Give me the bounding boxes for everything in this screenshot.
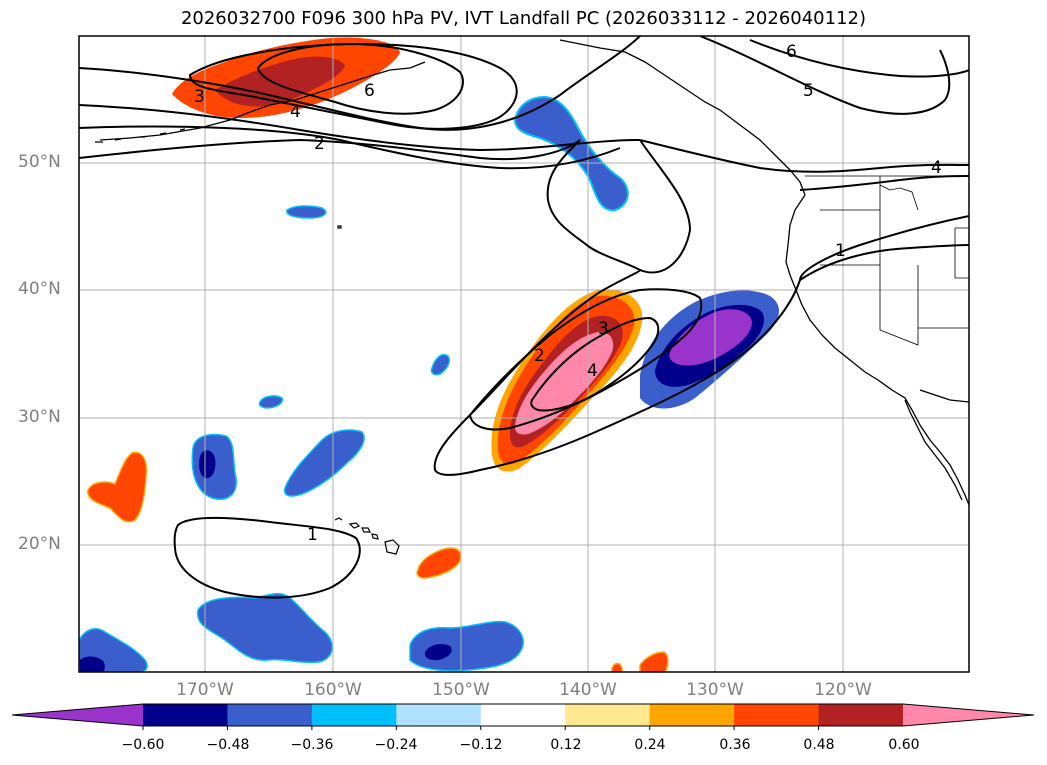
coastline-alaska-panhandle bbox=[559, 39, 806, 196]
colorbar-segment bbox=[480, 704, 566, 726]
colorbar-segment bbox=[734, 704, 820, 726]
lon-label-150w: 150°W bbox=[432, 680, 490, 700]
colorbar-tick: −0.60 bbox=[121, 737, 165, 753]
contour-label: 4 bbox=[587, 361, 598, 381]
contour-label: 6 bbox=[364, 81, 375, 101]
colorbar bbox=[11, 703, 1035, 730]
gridlines bbox=[79, 36, 969, 672]
map-area: 3 4 6 2 6 5 4 1 2 3 4 1 bbox=[79, 36, 969, 672]
ivt-contours bbox=[79, 36, 969, 599]
colorbar-segment bbox=[396, 704, 482, 726]
positive-region-central-core bbox=[514, 331, 614, 435]
pv-anomaly-fills bbox=[79, 37, 780, 672]
negative-region-central-core bbox=[669, 309, 752, 366]
negative-blob-7-core bbox=[424, 644, 452, 661]
contour-east-5 bbox=[799, 175, 969, 191]
negative-blob-4-core bbox=[199, 450, 216, 479]
colorbar-tick: 0.12 bbox=[550, 737, 582, 753]
colorbar-segment bbox=[143, 704, 228, 726]
contour-labels: 3 4 6 2 6 5 4 1 2 3 4 1 bbox=[194, 42, 942, 545]
contour-center-loop bbox=[433, 139, 969, 476]
contour-label: 1 bbox=[307, 525, 318, 545]
colorbar-tick: −0.12 bbox=[459, 737, 503, 753]
border-states-3 bbox=[879, 265, 919, 346]
coastline-mexico bbox=[919, 389, 969, 403]
small-island-1 bbox=[337, 225, 342, 229]
colorbar-segment bbox=[12, 704, 143, 726]
contour-label: 3 bbox=[598, 319, 609, 339]
contour-label: 2 bbox=[534, 346, 545, 366]
lon-label-160w: 160°W bbox=[304, 680, 362, 700]
map-title: 2026032700 F096 300 hPa PV, IVT Landfall… bbox=[180, 8, 867, 29]
islands bbox=[95, 128, 400, 555]
contour-north-2 bbox=[79, 104, 641, 152]
coastline-baja bbox=[904, 399, 963, 501]
colorbar-segment bbox=[818, 704, 904, 726]
contour-east-4 bbox=[639, 139, 969, 173]
contour-label: 5 bbox=[803, 81, 814, 101]
contour-label: 6 bbox=[786, 42, 797, 62]
contour-label: 4 bbox=[290, 102, 301, 122]
negative-blob-6 bbox=[196, 592, 333, 664]
lon-label-170w: 170°W bbox=[176, 680, 234, 700]
colorbar-segment bbox=[311, 704, 397, 726]
colorbar-tick: −0.24 bbox=[374, 737, 418, 753]
lat-label-40n: 40°N bbox=[18, 279, 61, 299]
hawaii-islands bbox=[334, 517, 400, 555]
contour-label: 2 bbox=[314, 134, 325, 154]
contour-upper-east bbox=[639, 139, 692, 274]
colorbar-tick: 0.36 bbox=[719, 737, 751, 753]
border-states-6 bbox=[879, 184, 919, 211]
lon-label-140w: 140°W bbox=[559, 680, 617, 700]
coastline-westcoast bbox=[785, 194, 969, 506]
lat-label-20n: 20°N bbox=[18, 534, 61, 554]
colorbar-tick: −0.48 bbox=[206, 737, 250, 753]
positive-blob-2 bbox=[416, 547, 462, 579]
colorbar-tick: 0.24 bbox=[634, 737, 666, 753]
negative-blob-5 bbox=[283, 429, 365, 497]
positive-region-alaska-core bbox=[215, 56, 345, 107]
negative-blob-8-core bbox=[80, 656, 105, 672]
contour-label: 1 bbox=[835, 241, 846, 261]
contour-north-3 bbox=[79, 138, 581, 161]
colorbar-tick: 0.60 bbox=[888, 737, 920, 753]
negative-blob-3 bbox=[258, 395, 284, 409]
aleutians bbox=[95, 128, 186, 143]
colorbar-segment bbox=[649, 704, 735, 726]
contour-south-ring bbox=[173, 516, 361, 599]
colorbar-segment bbox=[903, 704, 1034, 726]
contour-east-1 bbox=[799, 244, 969, 281]
positive-blob-1 bbox=[87, 451, 148, 523]
lat-label-50n: 50°N bbox=[18, 152, 61, 172]
map-frame bbox=[78, 35, 970, 673]
colorbar-tick: −0.36 bbox=[290, 737, 334, 753]
negative-blob-2 bbox=[430, 354, 451, 376]
positive-blob-3 bbox=[639, 651, 669, 672]
positive-blob-4 bbox=[611, 662, 623, 672]
contour-east-3 bbox=[699, 36, 951, 115]
contour-center-core bbox=[530, 316, 660, 412]
contour-label: 3 bbox=[194, 87, 205, 107]
colorbar-tick: 0.48 bbox=[803, 737, 835, 753]
negative-region-north bbox=[513, 95, 629, 212]
colorbar-segment bbox=[565, 704, 651, 726]
negative-blob-1 bbox=[286, 205, 327, 219]
lon-label-130w: 130°W bbox=[686, 680, 744, 700]
lon-label-120w: 120°W bbox=[814, 680, 872, 700]
contour-ring-alaska-inner bbox=[256, 42, 464, 115]
contour-east-2 bbox=[749, 39, 969, 78]
contour-label: 4 bbox=[931, 158, 942, 178]
map-background bbox=[79, 36, 969, 672]
lat-label-30n: 30°N bbox=[18, 407, 61, 427]
contour-center-inner bbox=[468, 288, 703, 431]
colorbar-segment bbox=[227, 704, 313, 726]
